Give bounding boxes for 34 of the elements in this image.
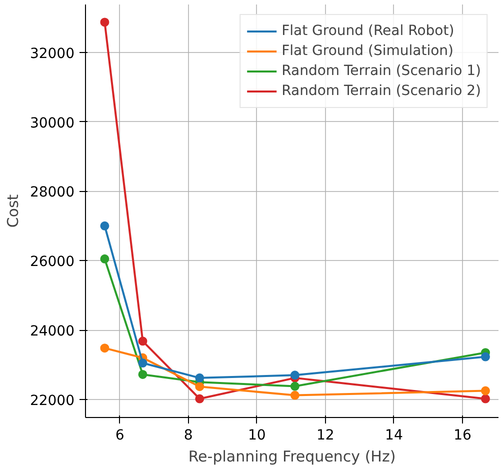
y-tick-label: 22000 bbox=[30, 392, 75, 409]
x-tick-label: 6 bbox=[115, 428, 124, 444]
point bbox=[480, 386, 490, 396]
point bbox=[290, 390, 300, 400]
legend-label: Flat Ground (Real Robot) bbox=[282, 22, 454, 40]
y-tick-label: 24000 bbox=[30, 324, 75, 340]
point bbox=[290, 370, 300, 380]
point bbox=[480, 352, 490, 362]
x-tick-label: 16 bbox=[454, 428, 472, 444]
point bbox=[138, 336, 148, 346]
point bbox=[138, 358, 148, 368]
point bbox=[100, 18, 110, 27]
x-axis-title: Re-planning Frequency (Hz) bbox=[188, 448, 396, 466]
point bbox=[195, 373, 204, 382]
y-tick-label: 26000 bbox=[30, 254, 75, 270]
point bbox=[195, 382, 204, 392]
y-tick-label: 28000 bbox=[30, 184, 75, 201]
legend-label: Flat Ground (Simulation) bbox=[282, 42, 454, 60]
x-tick-label: 10 bbox=[248, 428, 266, 444]
x-tick-label: 12 bbox=[316, 428, 334, 444]
y-tick-label: 30000 bbox=[30, 115, 75, 132]
x-tick-label: 8 bbox=[184, 428, 193, 444]
point bbox=[195, 394, 204, 404]
y-tick-label: 32000 bbox=[30, 46, 75, 62]
x-tick-label: 14 bbox=[385, 428, 403, 444]
point bbox=[138, 370, 148, 379]
legend-label: Random Terrain (Scenario 2) bbox=[282, 82, 481, 100]
point bbox=[100, 221, 110, 230]
y-axis-title: Cost bbox=[4, 194, 22, 228]
point bbox=[100, 254, 110, 264]
point bbox=[100, 344, 110, 353]
point bbox=[290, 382, 300, 391]
legend-label: Random Terrain (Scenario 1) bbox=[282, 62, 481, 80]
point bbox=[480, 394, 490, 404]
